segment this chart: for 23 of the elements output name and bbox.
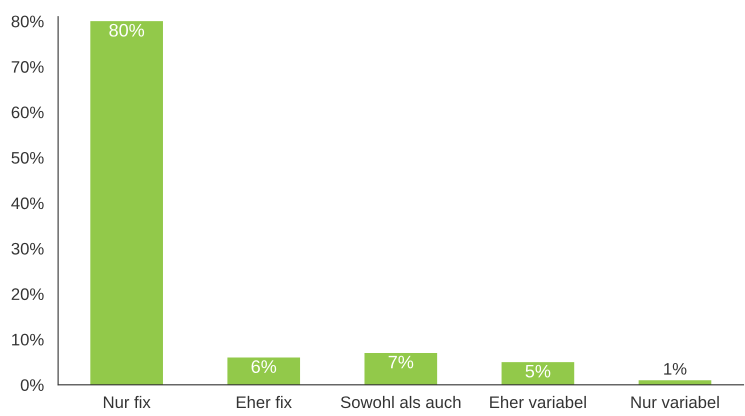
y-tick-label: 70% xyxy=(12,61,44,73)
y-tick-label: 50% xyxy=(12,152,44,164)
data-label: 1% xyxy=(664,363,686,375)
y-tick-label: 10% xyxy=(12,334,44,346)
data-label: 80% xyxy=(109,24,144,37)
y-tick-label: 60% xyxy=(12,106,44,118)
data-label: 5% xyxy=(526,364,550,378)
x-tick-label: Sowohl als auch xyxy=(340,396,460,408)
data-label: 6% xyxy=(252,360,276,373)
data-label: 7% xyxy=(388,356,414,368)
y-tick-label: 0% xyxy=(20,379,44,392)
bar xyxy=(227,358,300,385)
bar xyxy=(90,21,163,385)
y-tick-label: 30% xyxy=(12,242,44,255)
x-tick-label: Eher fix xyxy=(236,396,292,408)
y-tick-label: 40% xyxy=(11,197,44,210)
y-tick-label: 80% xyxy=(12,16,44,28)
x-tick-label: Nur variabel xyxy=(631,396,719,408)
x-tick-label: Nur fix xyxy=(104,396,151,408)
y-tick-label: 20% xyxy=(12,288,44,300)
bar xyxy=(502,362,574,385)
x-tick-label: Eher variabel xyxy=(490,396,586,408)
bar xyxy=(364,352,438,385)
